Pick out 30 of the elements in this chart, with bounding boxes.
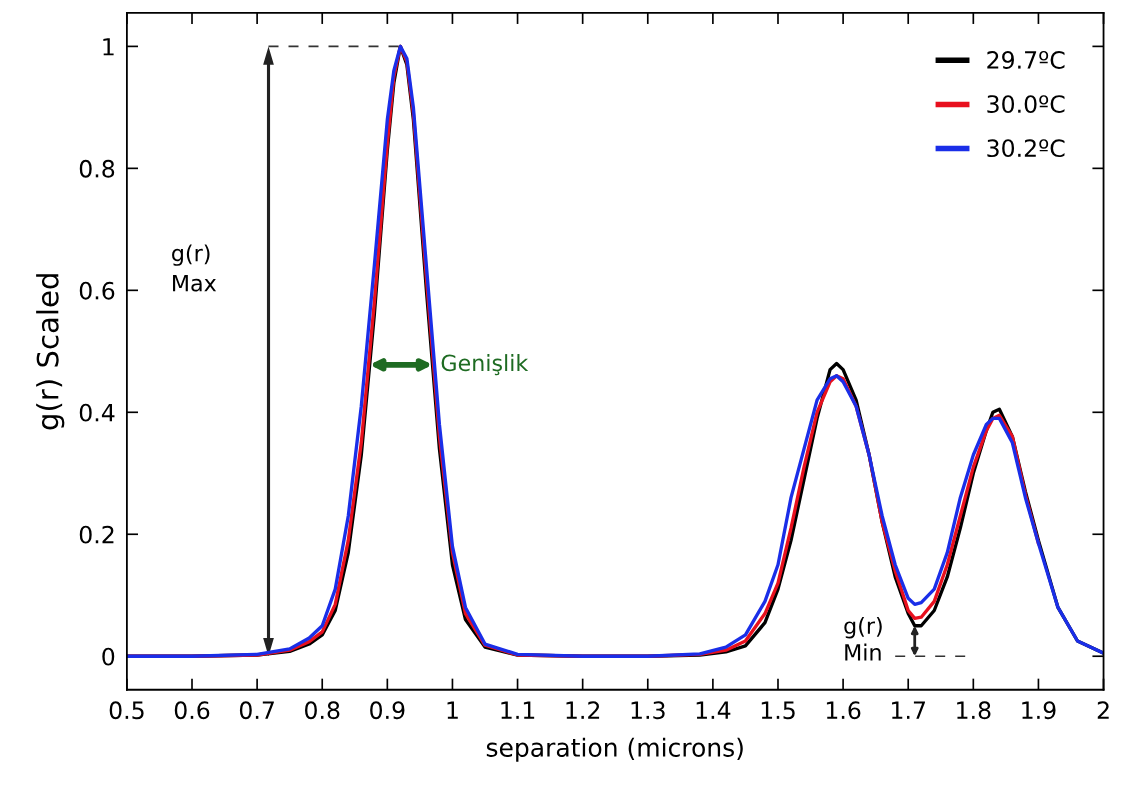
legend-label: 29.7ºC [987,51,1065,69]
y-tick-label: 1 [103,38,114,56]
legend-label: 30.0ºC [987,95,1065,113]
y-tick-label: 0.2 [79,525,114,544]
y-tick-label: 0.8 [79,159,115,178]
annotation: g(r) Min [844,616,882,661]
x-tick-label: 1.1 [501,701,535,719]
x-tick-label: 1.5 [761,701,795,720]
x-tick-label: 1.6 [826,701,861,720]
x-tick-label: 1.4 [696,701,731,719]
y-tick-label: 0.4 [79,403,115,422]
annotation: g(r) Max [172,244,217,292]
annotation: Genişlik [441,354,529,376]
x-tick-label: 0.9 [370,701,405,720]
y-tick-label: 0.6 [79,281,115,300]
x-tick-label: 0.5 [109,701,144,720]
x-tick-label: 1.3 [631,701,665,720]
y-tick-label: 0 [102,647,115,666]
x-tick-label: 0.6 [174,701,210,720]
x-tick-label: 2 [1097,701,1109,719]
x-tick-label: 1.9 [1022,701,1056,720]
x-tick-label: 1.8 [957,701,991,720]
x-axis-title: separation (microns) [486,737,743,762]
x-tick-label: 1 [447,701,458,719]
x-tick-label: 0.8 [305,701,340,720]
x-tick-label: 0.7 [239,701,274,720]
x-tick-label: 1.2 [566,701,600,719]
legend-label: 30.2ºC [987,139,1065,158]
y-axis-title: g(r) Scaled [36,274,65,430]
x-tick-label: 1.7 [892,701,925,719]
